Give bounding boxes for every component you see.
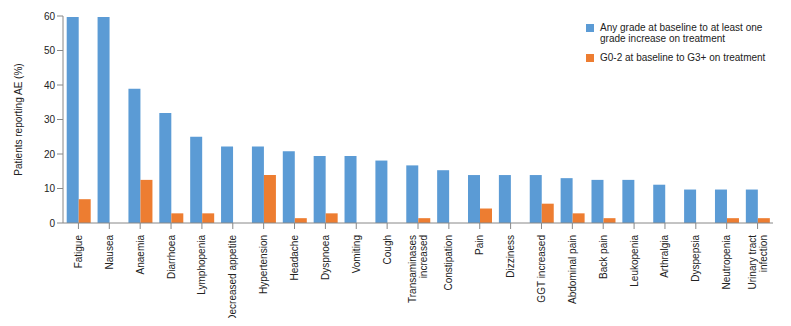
svg-text:Headache: Headache (289, 235, 300, 281)
svg-text:Diarrhoea: Diarrhoea (166, 235, 177, 279)
svg-text:Lymphopenia: Lymphopenia (196, 235, 207, 295)
svg-text:50: 50 (44, 45, 56, 56)
svg-text:Patients reporting AE (%): Patients reporting AE (%) (13, 63, 24, 175)
svg-text:10: 10 (44, 183, 56, 194)
svg-text:Constipation: Constipation (443, 235, 454, 291)
svg-text:30: 30 (44, 114, 56, 125)
svg-text:Fatigue: Fatigue (73, 235, 84, 269)
svg-text:60: 60 (44, 11, 56, 22)
svg-text:Decreased appetite: Decreased appetite (227, 235, 238, 318)
svg-text:Arthralgia: Arthralgia (659, 235, 670, 278)
svg-text:Urinary tractinfection: Urinary tractinfection (747, 235, 769, 290)
svg-text:Anaemia: Anaemia (135, 235, 146, 275)
html-text:Any grade at baseline to at le: Any grade at baseline to at least one gr… (600, 22, 763, 44)
svg-text:Hypertension: Hypertension (258, 235, 269, 294)
svg-text:Dyspnoea: Dyspnoea (320, 235, 331, 280)
svg-text:GGT increased: GGT increased (536, 235, 547, 303)
svg-text:20: 20 (44, 149, 56, 160)
svg-text:Dyspepsia: Dyspepsia (690, 235, 701, 282)
svg-text:Transaminasesincreased: Transaminasesincreased (407, 235, 429, 303)
svg-text:0: 0 (49, 218, 55, 229)
svg-text:Dizziness: Dizziness (505, 235, 516, 278)
svg-text:Cough: Cough (382, 235, 393, 264)
svg-text:40: 40 (44, 80, 56, 91)
svg-text:Abdominal pain: Abdominal pain (567, 235, 578, 304)
svg-text:Leukopenia: Leukopenia (629, 235, 640, 287)
svg-text:Pain: Pain (474, 235, 485, 255)
svg-text:Neutropenia: Neutropenia (721, 235, 732, 290)
html-text:G0-2 at baseline to G3+ on tre: G0-2 at baseline to G3+ on treatment (600, 52, 766, 63)
svg-text:Vomiting: Vomiting (351, 235, 362, 273)
svg-text:Nausea: Nausea (104, 235, 115, 270)
svg-text:Back pain: Back pain (598, 235, 609, 279)
